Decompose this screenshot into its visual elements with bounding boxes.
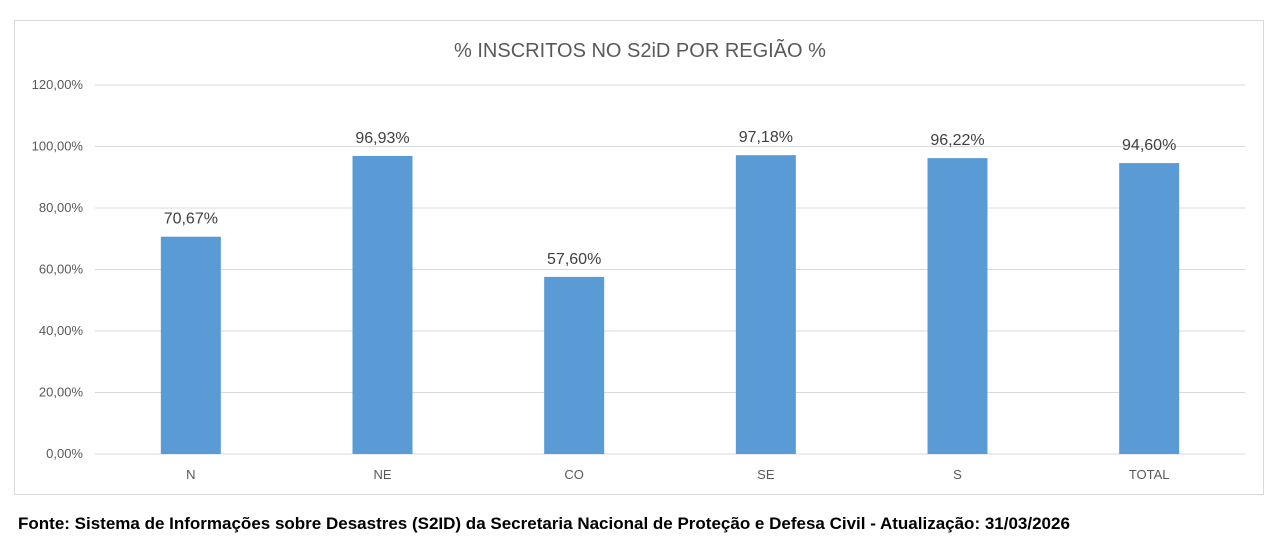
data-label-se: 97,18% <box>739 129 793 146</box>
data-label-n: 70,67% <box>164 211 218 228</box>
data-label-ne: 96,93% <box>355 130 409 147</box>
y-tick-label: 60,00% <box>39 262 84 277</box>
x-axis-ticks: N NE CO SE S TOTAL <box>186 467 1169 482</box>
y-axis-ticks: 0,00% 20,00% 40,00% 60,00% 80,00% 100,00% 120,… <box>32 77 84 461</box>
y-tick-label: 120,00% <box>32 77 84 92</box>
x-tick-label-ne: NE <box>373 467 391 482</box>
x-tick-label-se: SE <box>757 467 775 482</box>
bar-total <box>1119 163 1180 455</box>
y-tick-label: 100,00% <box>32 139 84 154</box>
bar-se <box>735 155 796 454</box>
bar-ne <box>352 155 413 454</box>
data-labels: 70,67% 96,93% 57,60% 97,18% 96,22% 94,60% <box>164 129 1177 268</box>
chart-title: % INSCRITOS NO S2iD POR REGIÃO % <box>454 38 826 62</box>
data-label-total: 94,60% <box>1122 137 1176 154</box>
x-tick-label-s: S <box>953 467 962 482</box>
data-label-co: 57,60% <box>547 251 601 268</box>
gridlines <box>95 84 1245 455</box>
y-tick-label: 0,00% <box>46 446 83 461</box>
bar-s <box>927 158 988 454</box>
y-tick-label: 80,00% <box>39 200 84 215</box>
x-tick-label-co: CO <box>564 467 584 482</box>
bar-co <box>544 276 605 454</box>
data-label-s: 96,22% <box>930 132 984 149</box>
x-tick-label-total: TOTAL <box>1129 467 1170 482</box>
bars <box>160 155 1180 455</box>
y-tick-label: 20,00% <box>39 385 84 400</box>
chart-container: % INSCRITOS NO S2iD POR REGIÃO % 0,00% 20… <box>14 20 1264 495</box>
y-tick-label: 40,00% <box>39 323 84 338</box>
bar-n <box>160 236 221 454</box>
source-note: Fonte: Sistema de Informações sobre Desa… <box>18 514 1070 533</box>
bar-chart: % INSCRITOS NO S2iD POR REGIÃO % 0,00% 20… <box>32 38 1245 482</box>
x-tick-label-n: N <box>186 467 195 482</box>
